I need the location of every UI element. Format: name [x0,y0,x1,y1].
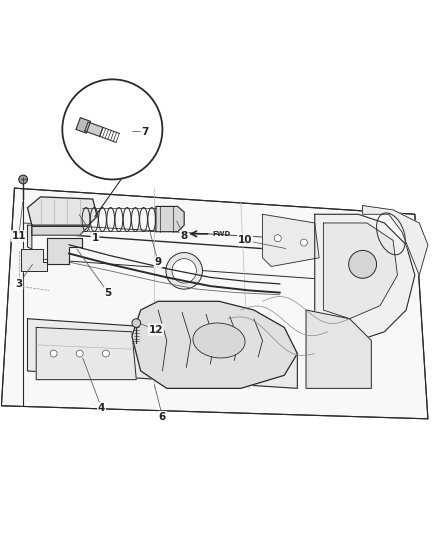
Circle shape [76,350,83,357]
Polygon shape [132,301,297,389]
Polygon shape [315,214,415,341]
Circle shape [349,251,377,278]
Text: 10: 10 [238,236,252,245]
Text: 7: 7 [141,126,148,136]
Polygon shape [47,238,82,264]
Circle shape [102,350,110,357]
Polygon shape [85,122,103,136]
Circle shape [300,239,307,246]
Circle shape [166,253,202,289]
Ellipse shape [193,323,245,358]
Text: 11: 11 [11,231,26,241]
Text: 3: 3 [15,279,22,289]
Text: 9: 9 [155,257,162,267]
Text: 6: 6 [159,411,166,422]
Polygon shape [76,118,91,133]
Circle shape [274,235,281,241]
Polygon shape [28,225,32,249]
Polygon shape [306,310,371,389]
Text: 4: 4 [98,403,105,413]
Polygon shape [363,206,428,275]
Polygon shape [262,214,319,266]
Circle shape [50,350,57,357]
Polygon shape [21,249,47,271]
Text: 1: 1 [92,233,99,243]
Polygon shape [28,197,97,225]
Circle shape [132,319,141,327]
Circle shape [62,79,162,180]
Polygon shape [156,206,184,232]
Text: FWD: FWD [212,231,231,237]
Polygon shape [1,188,428,419]
Circle shape [19,175,28,184]
Polygon shape [32,227,88,235]
Text: 5: 5 [104,288,112,297]
Text: 12: 12 [148,325,163,335]
Circle shape [172,259,196,283]
Polygon shape [36,327,136,379]
Polygon shape [323,223,397,319]
Text: 8: 8 [180,231,188,241]
Polygon shape [28,319,297,389]
